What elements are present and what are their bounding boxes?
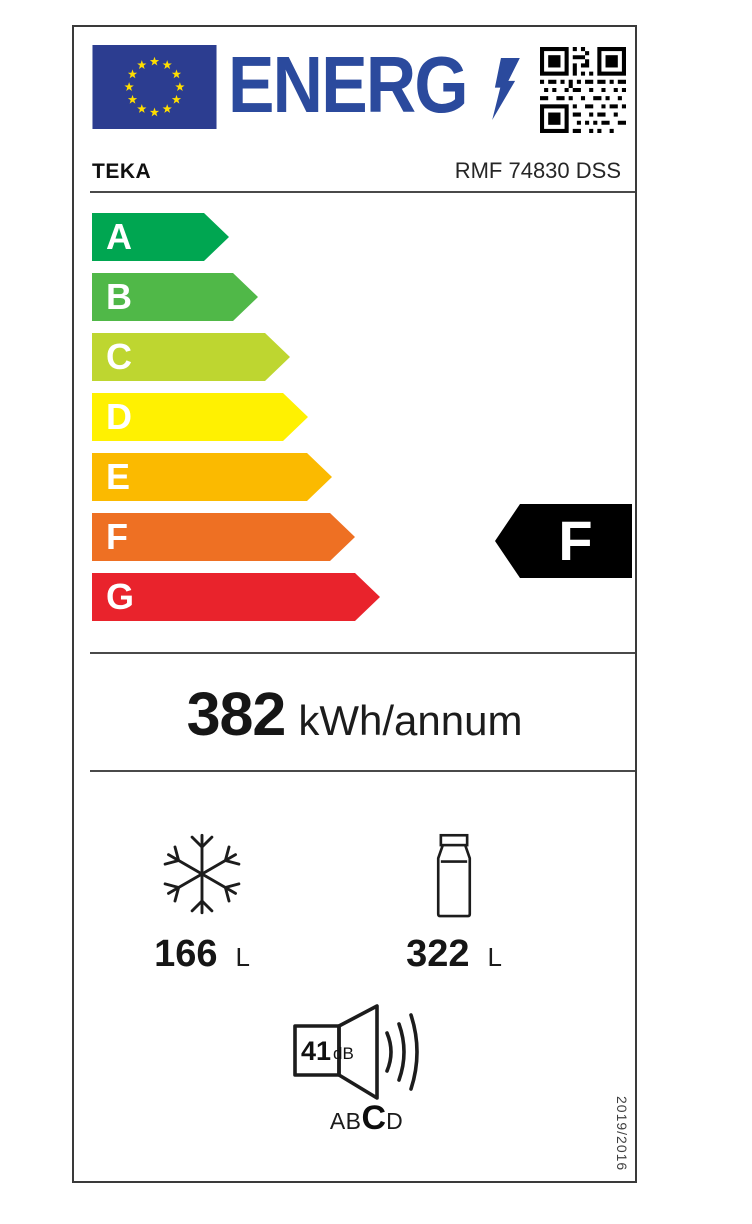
noise-unit: dB <box>333 1044 354 1063</box>
brand-name: TEKA <box>92 160 152 183</box>
rating-letter: F <box>106 516 128 557</box>
rating-letter: G <box>106 576 135 617</box>
rating-letter: E <box>106 456 131 497</box>
rating-letter: C <box>106 336 132 377</box>
model-number: RMF 74830 DSS <box>454 158 621 183</box>
speaker-icon: 41 dB <box>293 1004 419 1100</box>
energy-logo-text: ENERG <box>228 40 469 129</box>
brand-row: TEKA RMF 74830 DSS <box>92 158 621 184</box>
regulation-reference: 2019/2016 <box>614 1095 630 1171</box>
separator-line <box>90 770 635 772</box>
fridge-compartment: 322 L <box>354 827 554 976</box>
rating-arrow-e: E <box>92 453 332 501</box>
rating-arrow-g: G <box>92 573 380 621</box>
freezer-compartment: 166 L <box>102 827 302 976</box>
energy-consumption-unit: kWh/annum <box>298 697 523 744</box>
noise-class-selected: C <box>361 1099 387 1137</box>
noise-classes-after: D <box>386 1108 404 1134</box>
bottle-icon <box>436 833 472 918</box>
energy-consumption-value: 382 <box>186 680 287 748</box>
fridge-volume-unit: L <box>487 942 502 972</box>
freezer-volume-value: 166 <box>154 933 218 975</box>
snowflake-icon <box>162 833 242 915</box>
energy-consumption: 382 kWh/annum <box>74 679 635 769</box>
lightning-bolt-icon <box>492 58 520 120</box>
rating-letter: B <box>106 276 132 317</box>
selected-rating-badge: F <box>495 504 632 578</box>
separator-line <box>90 191 635 193</box>
rating-arrow-a: A <box>92 213 229 261</box>
selected-rating-letter: F <box>558 509 593 572</box>
rating-letter: A <box>106 216 132 257</box>
energy-label: ENERG TEKA RMF 74830 DSS A B C D E F G F… <box>72 25 637 1183</box>
rating-arrow-c: C <box>92 333 290 381</box>
noise-value: 41 <box>301 1036 331 1066</box>
eu-flag-icon <box>92 45 217 129</box>
freezer-volume-unit: L <box>235 942 250 972</box>
fridge-volume-value: 322 <box>406 933 470 975</box>
separator-line <box>90 652 635 654</box>
rating-arrow-b: B <box>92 273 258 321</box>
noise-class-scale: AB C D <box>289 1099 444 1138</box>
qr-code-icon <box>540 47 626 133</box>
rating-arrow-d: D <box>92 393 308 441</box>
rating-arrow-f: F <box>92 513 355 561</box>
noise-classes-before: AB <box>329 1108 362 1134</box>
rating-letter: D <box>106 396 132 437</box>
